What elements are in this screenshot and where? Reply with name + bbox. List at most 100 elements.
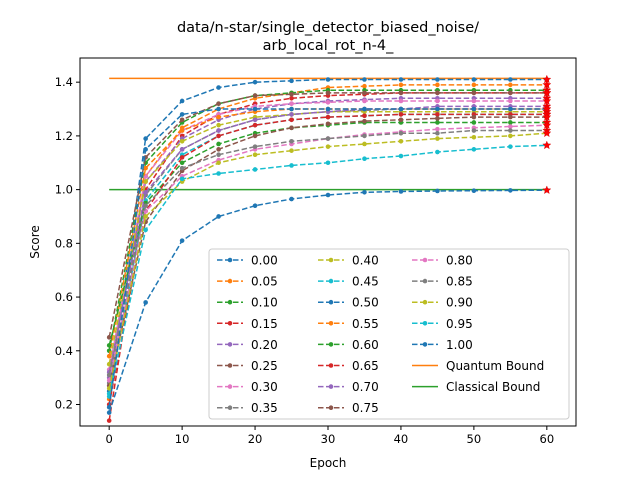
legend-label: 0.65 (352, 359, 379, 373)
series-point-0.95-9 (435, 149, 440, 155)
series-point-0.90-0 (106, 386, 112, 391)
series-point-0.50-7 (362, 190, 367, 195)
series-point-0.00-3 (216, 85, 221, 90)
legend-entry-Quantum Bound: Quantum Bound (412, 359, 544, 373)
series-point-0.30-7 (362, 98, 367, 104)
series-point-0.00-5 (289, 78, 294, 84)
legend-swatch-marker (422, 299, 428, 305)
series-point-0.85-9 (435, 130, 440, 136)
y-tick-label-3: 0.8 (55, 236, 73, 250)
series-point-0.60-11 (508, 120, 513, 125)
series-point-0.50-1 (143, 300, 148, 305)
legend-swatch-marker (227, 321, 233, 326)
legend-swatch-marker (227, 384, 233, 389)
y-tick-label-0: 0.2 (55, 398, 73, 412)
series-point-0.85-3 (216, 152, 221, 158)
series-point-0.00-10 (471, 77, 477, 82)
series-point-0.95-10 (471, 147, 477, 152)
series-point-0.60-2 (179, 160, 185, 166)
series-point-0.50-2 (179, 238, 185, 243)
series-point-0.80-9 (435, 126, 440, 132)
series-point-0.50-8 (398, 189, 404, 194)
series-point-1.00-10 (471, 106, 477, 112)
series-point-0.70-3 (216, 128, 221, 133)
series-point-0.85-5 (289, 138, 294, 144)
series-point-0.80-11 (508, 124, 513, 129)
series-point-0.50-5 (289, 196, 294, 202)
series-point-0.85-8 (398, 130, 404, 136)
series-point-0.25-4 (252, 93, 258, 98)
series-point-0.30-5 (289, 101, 294, 106)
series-point-0.15-5 (289, 95, 294, 101)
series-point-0.95-11 (508, 144, 513, 149)
series-point-0.05-7 (362, 83, 367, 89)
series-point-0.55-3 (216, 114, 221, 120)
series-point-0.80-0 (106, 378, 112, 383)
series-point-0.40-1 (143, 179, 148, 184)
legend-swatch-marker (328, 363, 334, 368)
legend-entry-1.00: 1.00 (412, 338, 473, 352)
series-point-0.65-8 (398, 112, 404, 117)
series-point-0.65-3 (216, 133, 221, 139)
legend-label: 0.30 (251, 380, 278, 394)
y-tick-label-1: 0.4 (55, 344, 73, 358)
x-tick-label-20: 20 (248, 432, 263, 446)
legend-entry-0.75: 0.75 (318, 401, 379, 415)
series-point-0.90-11 (508, 133, 513, 139)
legend-label: 0.05 (251, 275, 278, 289)
series-layer (106, 74, 552, 423)
series-point-0.85-10 (471, 128, 477, 133)
y-tick-label-2: 0.6 (55, 290, 73, 304)
legend-swatch-marker (422, 257, 428, 263)
legend-label: 0.80 (446, 254, 473, 268)
series-point-0.50-9 (435, 188, 440, 194)
series-point-0.95-6 (325, 160, 331, 166)
final-star-0.95 (542, 140, 552, 150)
series-point-0.50-11 (508, 188, 513, 193)
series-point-0.25-2 (179, 117, 185, 123)
series-point-0.70-2 (179, 147, 185, 152)
legend-swatch-marker (328, 257, 334, 263)
series-point-0.50-0 (106, 410, 112, 415)
series-point-1.00-5 (289, 106, 294, 112)
series-point-0.05-11 (508, 82, 513, 88)
chart-title-line-2: arb_local_rot_n-4_ (263, 38, 394, 54)
legend-swatch-marker (227, 257, 233, 263)
legend-label: Quantum Bound (446, 359, 544, 373)
legend-swatch-marker (227, 363, 233, 368)
series-point-0.75-10 (471, 114, 477, 120)
series-point-0.30-8 (398, 98, 404, 104)
series-point-0.70-5 (289, 112, 294, 117)
legend-entry-0.80: 0.80 (412, 254, 473, 268)
final-star-0.90 (542, 128, 552, 138)
series-point-0.95-1 (143, 227, 148, 233)
series-point-0.00-8 (398, 77, 404, 82)
legend-swatch-marker (328, 299, 334, 305)
legend-label: 0.85 (446, 275, 473, 289)
series-point-0.30-10 (471, 98, 477, 104)
series-point-0.25-9 (435, 90, 440, 96)
legend-swatch-marker (227, 342, 233, 347)
series-point-0.50-10 (471, 188, 477, 193)
x-tick-label-10: 10 (175, 432, 190, 446)
series-point-0.25-10 (471, 90, 477, 96)
legend-entry-0.55: 0.55 (318, 317, 379, 331)
series-point-0.50-4 (252, 203, 258, 209)
series-point-1.00-3 (216, 106, 221, 112)
series-point-0.00-1 (143, 136, 148, 141)
legend-label: 0.55 (352, 317, 379, 331)
series-point-0.85-6 (325, 136, 331, 141)
series-point-0.95-2 (179, 176, 185, 182)
x-tick-label-30: 30 (321, 432, 336, 446)
legend-label: 1.00 (446, 338, 473, 352)
final-star-0.75 (542, 112, 552, 121)
legend-swatch-marker (227, 299, 233, 305)
final-star-0.50 (542, 185, 552, 195)
series-point-0.70-4 (252, 117, 258, 123)
series-point-0.05-9 (435, 82, 440, 88)
series-point-0.75-7 (362, 118, 367, 124)
axes-layer: 0 10 20 30 40 50 60 0.2 0.4 0.6 0.8 1.0 1.2 1.4 (55, 57, 577, 446)
series-point-0.00-7 (362, 77, 367, 82)
legend-entry-0.15: 0.15 (217, 317, 278, 331)
chart-title-line-1: data/n-star/single_detector_biased_noise… (177, 20, 479, 36)
